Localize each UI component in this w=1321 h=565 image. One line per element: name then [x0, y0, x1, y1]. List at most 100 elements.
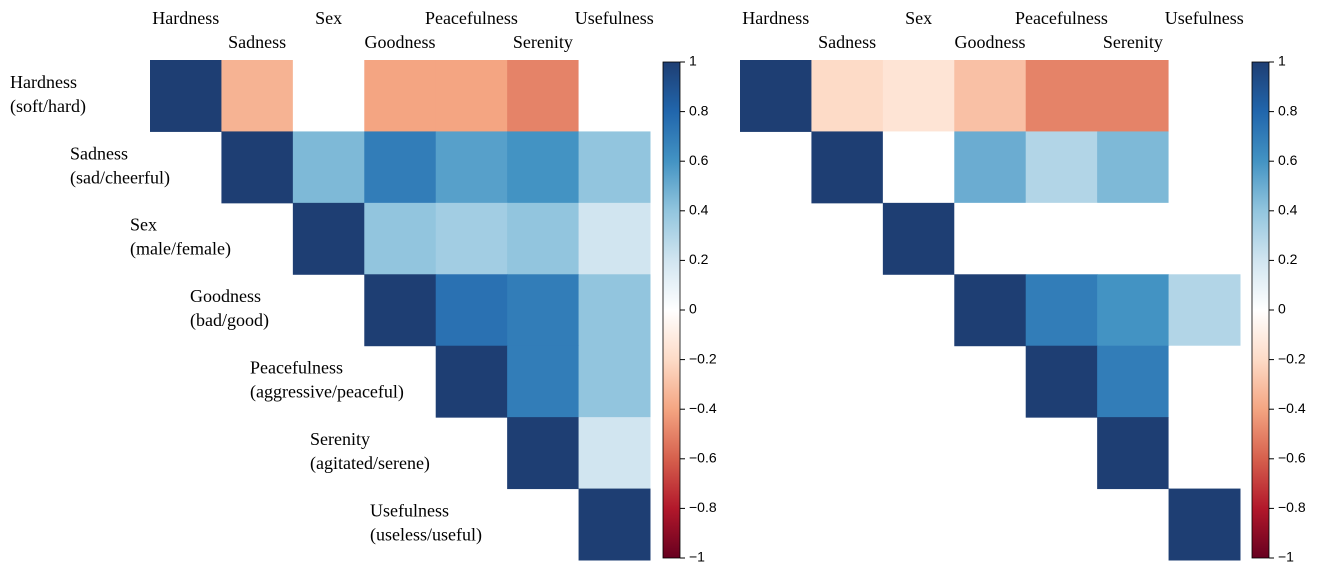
cell [435, 345, 508, 418]
cell [1025, 274, 1098, 347]
colorbar-tick-label: −0.4 [689, 400, 717, 416]
colorbar-tick-label: −1 [1278, 549, 1294, 565]
cell [578, 60, 651, 132]
colorbar-tick-label: −0.4 [1278, 400, 1306, 416]
cell [364, 60, 437, 132]
cell [811, 60, 884, 132]
cell [1168, 417, 1241, 490]
colorbar-tick-label: 0.8 [689, 102, 709, 118]
cell [954, 131, 1027, 204]
colorbar-tick-label: −0.8 [1278, 499, 1306, 515]
colorbar-tick-label: 0.4 [689, 202, 709, 218]
column-label: Usefulness [1165, 8, 1244, 28]
row-label-sub: (aggressive/peaceful) [250, 382, 404, 403]
column-label: Serenity [1103, 32, 1163, 52]
row-label: Usefulness [370, 500, 449, 520]
cell [364, 131, 437, 204]
colorbar-tick-label: 0.6 [689, 152, 709, 168]
colorbar-tick-label: 0.4 [1278, 202, 1298, 218]
cell [1025, 60, 1098, 132]
colorbar-tick-label: 0 [1278, 301, 1286, 317]
cell [811, 131, 884, 204]
column-label: Peacefulness [425, 8, 518, 28]
cell [292, 202, 365, 275]
colorbar [1251, 61, 1270, 559]
row-label: Sex [130, 215, 157, 235]
cell [1168, 345, 1241, 418]
row-label-sub: (male/female) [130, 239, 231, 260]
cell [1097, 202, 1170, 275]
column-label: Serenity [513, 32, 573, 52]
cell [578, 274, 651, 347]
cell [578, 131, 651, 204]
cell [1168, 131, 1241, 204]
cell [221, 131, 294, 204]
cell [507, 274, 580, 347]
heatmap [740, 60, 1241, 561]
cell [1097, 131, 1170, 204]
cell [507, 417, 580, 490]
cell [882, 202, 955, 275]
row-label: Sadness [70, 143, 128, 163]
cell [954, 60, 1027, 132]
row-label-sub: (soft/hard) [10, 96, 86, 117]
column-label: Sex [315, 8, 342, 28]
column-label: Hardness [152, 8, 219, 28]
cell [507, 202, 580, 275]
cell [435, 131, 508, 204]
row-label-sub: (bad/good) [190, 310, 269, 331]
cell [507, 345, 580, 418]
colorbar-tick-label: −1 [689, 549, 705, 565]
colorbar-tick-label: −0.6 [1278, 450, 1306, 466]
cell [1168, 202, 1241, 275]
colorbar-tick-label: 0.2 [1278, 251, 1298, 267]
cell [507, 131, 580, 204]
cell [507, 60, 580, 132]
cell [954, 274, 1027, 347]
row-label-sub: (useless/useful) [370, 524, 482, 545]
column-label: Sadness [818, 32, 876, 52]
cell [740, 60, 812, 132]
colorbar-tick-label: 0.2 [689, 251, 709, 267]
column-label: Goodness [365, 32, 436, 52]
cell [1168, 488, 1241, 561]
colorbar-tick-label: −0.8 [689, 499, 717, 515]
row-label: Hardness [10, 72, 77, 92]
cell [1097, 60, 1170, 132]
row-label: Goodness [190, 286, 261, 306]
cell [221, 60, 294, 132]
cell [882, 60, 955, 132]
cell [435, 274, 508, 347]
column-label: Sex [905, 8, 932, 28]
cell [1025, 345, 1098, 418]
column-label: Goodness [955, 32, 1026, 52]
cell [882, 131, 955, 204]
colorbar-tick-label: −0.2 [1278, 350, 1306, 366]
cell [1097, 417, 1170, 490]
colorbar-tick-label: −0.6 [689, 450, 717, 466]
cell [954, 202, 1027, 275]
cell [1097, 345, 1170, 418]
colorbar-tick-label: 0 [689, 301, 697, 317]
row-label-sub: (sad/cheerful) [70, 167, 170, 188]
row-label: Peacefulness [250, 358, 343, 378]
cell [578, 202, 651, 275]
cell [1168, 60, 1241, 132]
column-label: Usefulness [575, 8, 654, 28]
cell [1025, 131, 1098, 204]
column-label: Sadness [228, 32, 286, 52]
cell [364, 274, 437, 347]
cell [292, 131, 365, 204]
cell [1025, 202, 1098, 275]
cell [150, 60, 222, 132]
cell [1168, 274, 1241, 347]
cell [435, 202, 508, 275]
colorbar-tick-label: 1 [1278, 53, 1286, 69]
cell [578, 488, 651, 561]
heatmap [150, 60, 651, 561]
cell [578, 345, 651, 418]
column-label: Peacefulness [1015, 8, 1108, 28]
colorbar [662, 61, 681, 559]
